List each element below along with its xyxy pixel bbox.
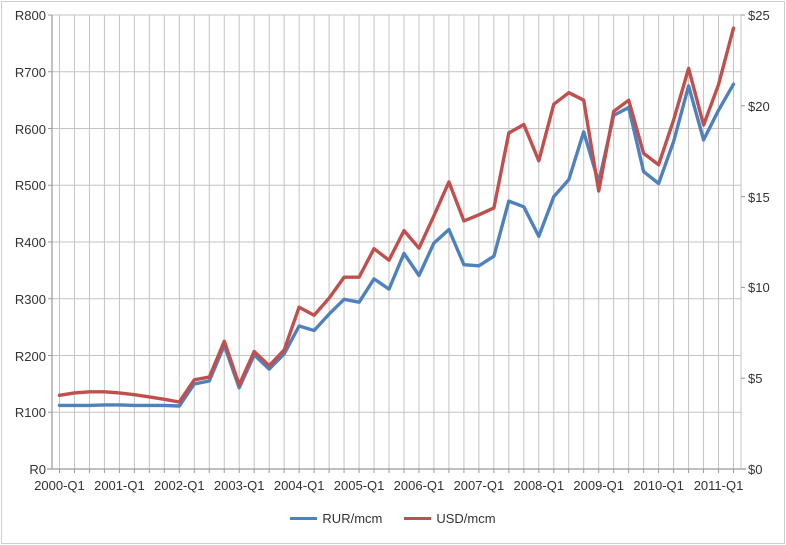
y-axis-label-left: R600 (14, 121, 46, 137)
x-axis-label: 2011-Q1 (693, 478, 744, 493)
y-axis-label-left: R500 (14, 178, 46, 194)
y-axis-label-left: R700 (14, 64, 46, 80)
legend-swatch (290, 517, 318, 520)
usd-mcm-line (57, 26, 736, 404)
legend-label: RUR/mcm (322, 511, 383, 526)
legend-label: USD/mcm (436, 511, 496, 526)
x-axis-label: 2005-Q1 (333, 478, 385, 493)
y-axis-label-left: R800 (14, 8, 46, 23)
y-axis-label-right: $10 (748, 280, 770, 296)
legend: RUR/mcm USD/mcm (0, 511, 786, 526)
legend-swatch (404, 517, 432, 520)
x-axis-label: 2010-Q1 (633, 478, 684, 493)
x-axis-label: 2003-Q1 (213, 478, 265, 493)
x-axis-label: 2000-Q1 (34, 478, 85, 493)
y-axis-label-left: R0 (29, 462, 46, 477)
x-axis-label: 2007-Q1 (453, 478, 505, 493)
y-axis-label-left: R200 (14, 348, 46, 364)
x-axis-label: 2002-Q1 (154, 478, 205, 493)
x-axis-label: 2001-Q1 (94, 478, 145, 493)
y-axis-label-right: $15 (748, 189, 770, 205)
x-axis-label: 2004-Q1 (273, 478, 325, 493)
x-axis-label: 2009-Q1 (573, 478, 624, 493)
legend-item-usd-mcm: USD/mcm (404, 511, 496, 526)
x-axis-label: 2006-Q1 (393, 478, 445, 493)
y-axis-label-right: $25 (748, 8, 770, 23)
legend-item-rur-mcm: RUR/mcm (290, 511, 382, 526)
rur-mcm-line (57, 82, 736, 408)
y-axis-label-left: R100 (14, 405, 46, 421)
y-axis-label-right: $5 (748, 371, 763, 387)
x-axis-label: 2008-Q1 (513, 478, 565, 493)
y-axis-label-left: R300 (14, 291, 46, 307)
y-axis-label-left: R400 (14, 235, 46, 250)
y-axis-label-right: $20 (748, 98, 770, 114)
y-axis-label-right: $0 (748, 462, 763, 477)
